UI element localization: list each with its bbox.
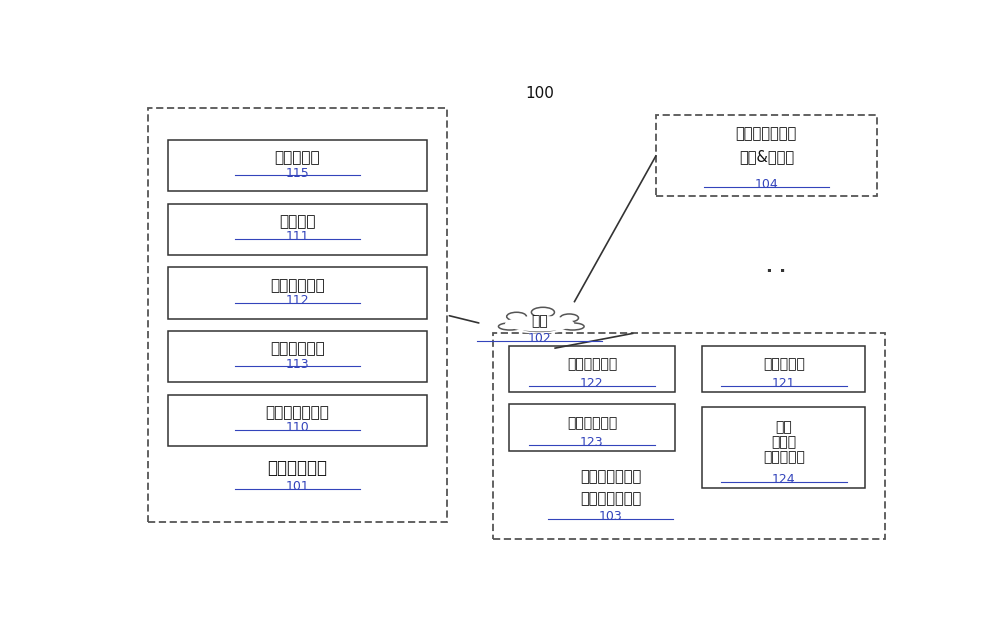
Text: 服务器（例如，
数据分析系统）: 服务器（例如， 数据分析系统）	[580, 469, 641, 506]
Bar	[168, 204, 427, 255]
Text: 再规划: 再规划	[771, 436, 796, 450]
Text: 速度: 速度	[775, 420, 792, 434]
Text: 服务器（例如，
地图&位置）: 服务器（例如， 地图&位置）	[736, 127, 797, 163]
Text: 无线通信系统: 无线通信系统	[270, 278, 325, 293]
Text: 网络: 网络	[531, 314, 548, 328]
Text: 124: 124	[772, 473, 796, 486]
Text: 传感器系统: 传感器系统	[275, 150, 320, 165]
Ellipse shape	[561, 323, 584, 330]
Bar	[509, 346, 675, 392]
Ellipse shape	[560, 314, 578, 322]
Text: 111: 111	[286, 230, 309, 244]
Bar	[702, 407, 865, 488]
Text: 101: 101	[286, 480, 309, 494]
Text: 104: 104	[754, 177, 778, 191]
Ellipse shape	[531, 307, 554, 317]
Text: 用户接口系统: 用户接口系统	[270, 342, 325, 356]
Ellipse shape	[507, 312, 526, 321]
Text: 机器学习引擎: 机器学习引擎	[567, 357, 617, 371]
Text: 驾驶统计信息: 驾驶统计信息	[567, 416, 617, 430]
Text: 算法或模型: 算法或模型	[763, 450, 805, 464]
Text: 103: 103	[599, 509, 622, 523]
Bar	[493, 333, 885, 539]
Text: 110: 110	[286, 421, 309, 434]
Text: 数据收集器: 数据收集器	[763, 357, 805, 371]
Text: 102: 102	[528, 333, 552, 345]
Text: . .: . .	[766, 258, 786, 276]
Text: 感知与规划系统: 感知与规划系统	[266, 405, 329, 420]
Ellipse shape	[522, 324, 558, 331]
Bar	[168, 394, 427, 446]
Text: 115: 115	[286, 167, 309, 180]
Bar	[656, 116, 877, 197]
Text: 112: 112	[286, 294, 309, 307]
Bar	[148, 108, 447, 522]
Ellipse shape	[505, 316, 574, 331]
Text: 100: 100	[525, 86, 554, 101]
Bar	[702, 346, 865, 392]
Text: 控制系统: 控制系统	[279, 214, 316, 229]
Ellipse shape	[498, 323, 522, 330]
Text: 自动驾驶车辆: 自动驾驶车辆	[267, 459, 327, 477]
Bar	[168, 140, 427, 191]
Text: 113: 113	[286, 357, 309, 371]
Text: 121: 121	[772, 378, 796, 391]
Bar	[168, 267, 427, 319]
Bar	[509, 404, 675, 451]
Ellipse shape	[503, 314, 576, 333]
Text: 122: 122	[580, 378, 604, 391]
Bar	[168, 331, 427, 382]
Text: 123: 123	[580, 436, 604, 449]
